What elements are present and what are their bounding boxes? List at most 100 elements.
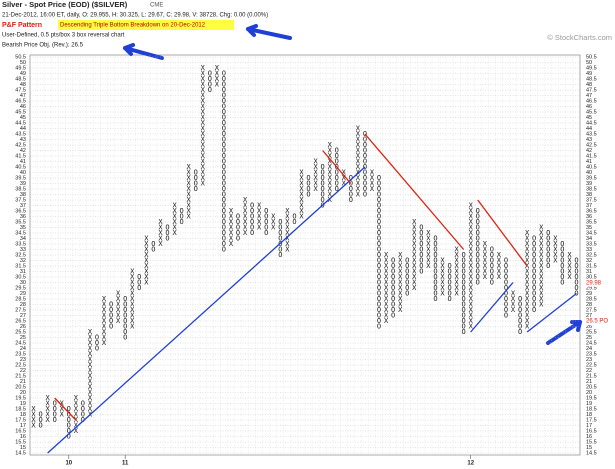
- y-tick-label: 44: [20, 126, 26, 132]
- trendline: [322, 150, 352, 184]
- marker-label: 29.98: [586, 280, 602, 286]
- x-box: X: [257, 213, 262, 221]
- y-tick-label: 34: [586, 236, 592, 242]
- x-box: X: [525, 323, 530, 331]
- o-box: O: [476, 218, 480, 226]
- x-box: X: [243, 202, 248, 210]
- o-box: O: [236, 224, 240, 232]
- x-box: X: [187, 180, 192, 188]
- x-box: X: [412, 273, 417, 281]
- y-tick-label: 44.5: [15, 120, 26, 126]
- o-box: O: [532, 295, 536, 303]
- x-box: X: [144, 235, 149, 243]
- o-box: O: [405, 262, 409, 270]
- x-box: X: [187, 191, 192, 199]
- o-box: O: [447, 290, 451, 298]
- x-box: X: [187, 207, 192, 215]
- o-box: O: [518, 317, 522, 325]
- o-box: O: [321, 174, 325, 182]
- y-tick-label: 38.5: [586, 186, 597, 192]
- o-box: O: [222, 97, 226, 105]
- o-box: O: [109, 306, 113, 314]
- o-box: O: [532, 257, 536, 265]
- o-box: O: [391, 295, 395, 303]
- y-tick-label: 42.5: [586, 142, 597, 148]
- o-box: O: [462, 295, 466, 303]
- o-box: O: [165, 229, 169, 237]
- x-box: X: [201, 152, 206, 160]
- x-box: X: [440, 279, 445, 287]
- o-box: O: [137, 279, 141, 287]
- x-box: X: [525, 257, 530, 265]
- x-box: X: [201, 81, 206, 89]
- o-box: O: [222, 224, 226, 232]
- x-box: X: [285, 218, 290, 226]
- x-box: X: [102, 317, 107, 325]
- x-box: X: [469, 240, 474, 248]
- x-box: X: [539, 251, 544, 259]
- o-box: O: [433, 279, 437, 287]
- o-box: O: [391, 306, 395, 314]
- y-tick-label: 38: [20, 192, 26, 198]
- x-box: X: [201, 125, 206, 133]
- y-tick-label: 27: [586, 313, 592, 319]
- x-box: X: [553, 240, 558, 248]
- x-box: X: [342, 174, 347, 182]
- x-box: X: [398, 290, 403, 298]
- marker-background: [583, 317, 613, 325]
- o-box: O: [560, 251, 564, 259]
- o-box: O: [419, 240, 423, 248]
- x-box: X: [313, 180, 318, 188]
- o-box: O: [476, 273, 480, 281]
- x-box: X: [144, 240, 149, 248]
- pattern-highlight: [58, 20, 234, 30]
- o-box: O: [250, 224, 254, 232]
- o-box: O: [222, 229, 226, 237]
- pattern-label: P&F Pattern: [2, 22, 42, 29]
- x-box: X: [567, 251, 572, 259]
- o-box: O: [321, 196, 325, 204]
- x-box: X: [102, 328, 107, 336]
- o-box: O: [532, 290, 536, 298]
- o-box: O: [546, 235, 550, 243]
- o-box: O: [462, 317, 466, 325]
- o-box: O: [321, 185, 325, 193]
- o-box: O: [476, 213, 480, 221]
- x-box: X: [539, 279, 544, 287]
- pnf-column: XXX: [271, 213, 276, 232]
- o-box: O: [462, 323, 466, 331]
- pnf-column: OOO: [95, 334, 99, 353]
- x-box: X: [384, 251, 389, 259]
- o-box: O: [335, 158, 339, 166]
- x-box: X: [412, 262, 417, 270]
- x-box: X: [172, 224, 177, 232]
- x-box: X: [412, 257, 417, 265]
- o-box: O: [476, 268, 480, 276]
- x-box: X: [426, 251, 431, 259]
- o-box: O: [222, 108, 226, 116]
- o-box: O: [194, 169, 198, 177]
- x-box: X: [116, 317, 121, 325]
- x-box: X: [88, 350, 93, 358]
- x-box: X: [356, 136, 361, 144]
- x-box: X: [31, 405, 36, 413]
- x-box: X: [412, 246, 417, 254]
- x-box: X: [285, 235, 290, 243]
- trendline: [364, 133, 465, 250]
- y-tick-label: 38: [586, 192, 592, 198]
- o-box: O: [67, 411, 71, 419]
- o-box: O: [546, 246, 550, 254]
- x-box: X: [201, 130, 206, 138]
- y-tick-label: 50: [20, 60, 26, 66]
- x-box: X: [215, 81, 220, 89]
- o-box: O: [476, 262, 480, 270]
- y-tick-label: 48.5: [586, 76, 597, 82]
